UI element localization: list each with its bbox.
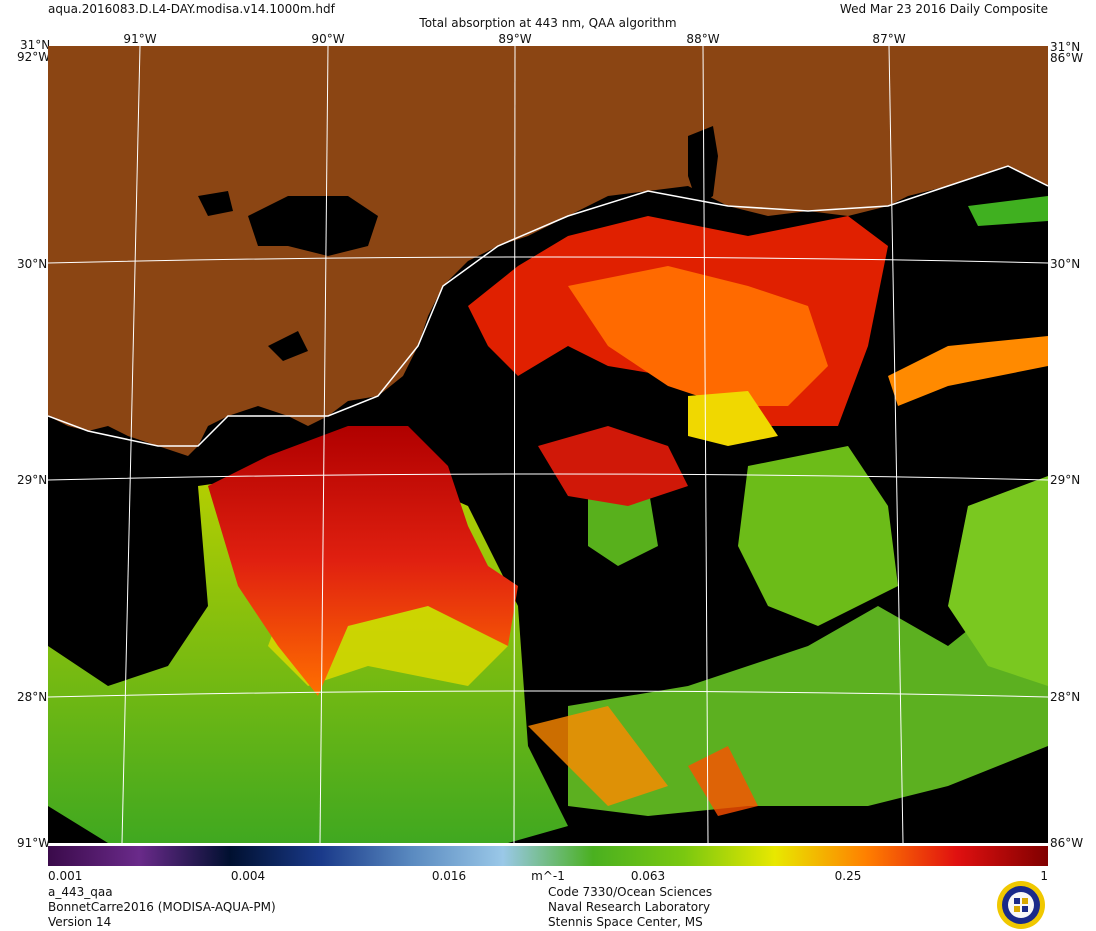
composite-date: Wed Mar 23 2016 Daily Composite [839,2,1048,16]
lat-label-29n-right: 29°N [1050,473,1081,487]
version-label: Version 14 [48,915,112,929]
dataset-name: BonnetCarre2016 (MODISA-AQUA-PM) [48,900,276,914]
product-name: a_443_qaa [48,885,113,899]
lon-label-90w: 90°W [311,32,345,46]
map-title: Total absorption at 443 nm, QAA algorith… [419,16,677,30]
northeast-green-streak [968,196,1048,226]
colorbar-tick-025: 0.25 [834,869,862,883]
corner-lat-top-right: 31°N [1050,40,1081,54]
file-name: aqua.2016083.D.L4-DAY.modisa.v14.1000m.h… [48,2,335,16]
corner-lon-bottom-left: 91°W [17,836,51,850]
lon-label-89w: 89°W [498,32,532,46]
lon-label-88w: 88°W [686,32,720,46]
colorbar-unit: m^-1 [531,869,565,883]
graticule [48,46,1048,843]
lon-label-91w: 91°W [123,32,157,46]
colorbar-tick-0001: 0.001 [48,869,83,883]
east-green-region [568,566,1048,816]
lake-maurepas [198,191,233,216]
colorbar-tick-1: 1 [1040,869,1048,883]
east-shelf-green [738,446,898,626]
swath-artifact-2 [688,746,758,816]
corner-lon-top-right: 86°W [1050,51,1084,65]
lon-label-87w: 87°W [872,32,906,46]
lat-label-28n-right: 28°N [1050,690,1081,704]
plume-orange-core [568,266,828,406]
mid-red-patch [538,426,688,506]
plume-yellow-core [688,391,778,446]
corner-lon-top-left: 92°W [17,50,51,64]
nrl-seal-icon [997,881,1045,929]
colorbar-tick-0004: 0.004 [230,869,266,883]
lat-label-30n-right: 30°N [1050,257,1081,271]
org-name: Naval Research Laboratory [548,900,711,914]
east-orange-streak [888,336,1048,406]
colorbar-tick-0063: 0.063 [630,869,666,883]
org-code: Code 7330/Ocean Sciences [548,885,713,899]
swath-artifact-1 [528,706,668,806]
barataria-water [268,331,308,361]
mobile-bay [688,126,718,206]
colorbar-tick-0016: 0.016 [431,869,467,883]
corner-lon-bottom-right: 86°W [1050,836,1084,850]
lat-label-28n-left: 28°N [17,690,48,704]
lake-pontchartrain [248,196,378,256]
colorbar [48,846,1048,866]
absorption-map[interactable] [48,46,1048,843]
corner-lat-top-left: 31°N [20,38,51,52]
river-plume [208,426,518,696]
far-east-green [948,476,1048,686]
mid-green-patch [588,486,658,566]
org-location: Stennis Space Center, MS [548,915,703,929]
coastline [48,165,1048,447]
lat-label-29n-left: 29°N [17,473,48,487]
lat-label-30n-left: 30°N [17,257,48,271]
